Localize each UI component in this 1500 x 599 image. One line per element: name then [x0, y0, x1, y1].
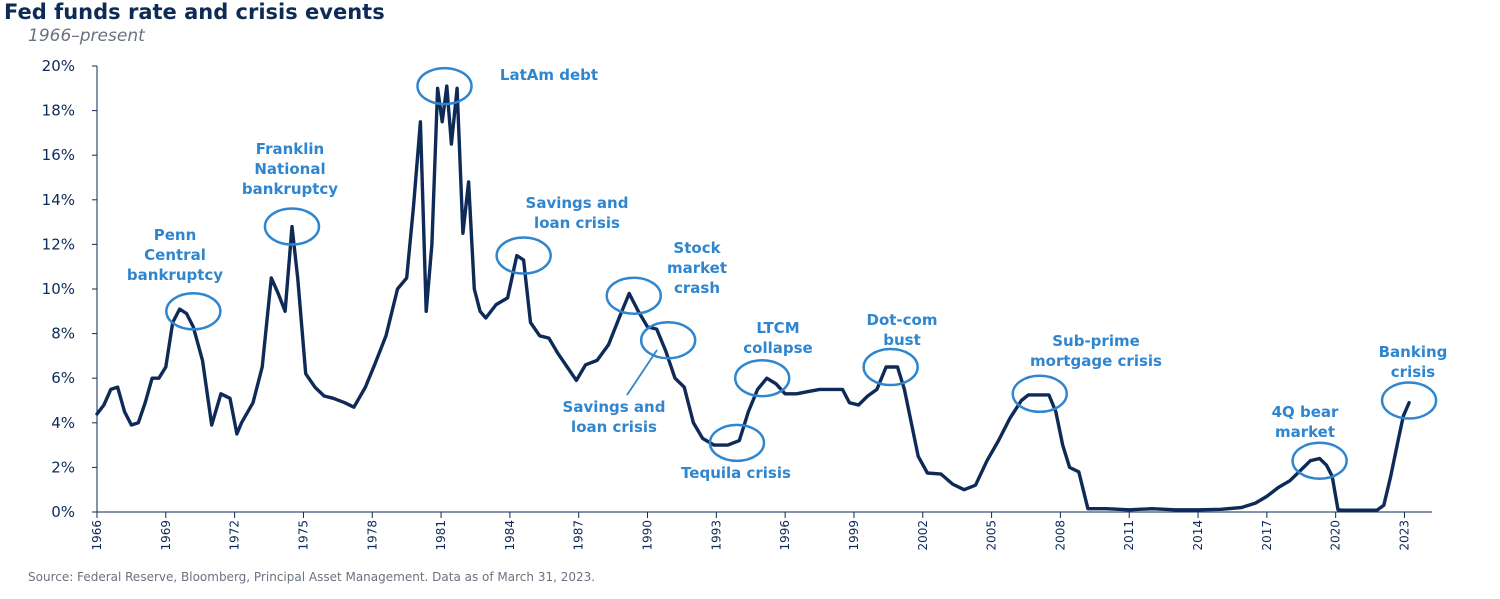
- x-tick-label: 1969: [159, 520, 173, 551]
- annotation-label: Franklin: [256, 140, 324, 158]
- annotation-circle: [263, 207, 321, 246]
- annotation-circle: [639, 321, 697, 360]
- annotation-circle: [1291, 441, 1348, 480]
- x-tick-label: 2017: [1260, 520, 1274, 551]
- annotation-label: Sub-prime: [1052, 332, 1140, 350]
- y-tick-label: 8%: [51, 325, 75, 343]
- annotation-label: market: [1275, 423, 1335, 441]
- y-tick-label: 20%: [42, 57, 75, 75]
- annotation-circle: [605, 276, 663, 315]
- x-tick-label: 1996: [778, 520, 792, 551]
- annotation-label: Savings and: [526, 194, 629, 212]
- annotation-label: bankruptcy: [242, 180, 338, 198]
- annotation-circle: [733, 358, 791, 398]
- y-tick-label: 18%: [42, 102, 75, 120]
- annotation-label: Central: [144, 246, 206, 264]
- annotation-label: Savings and: [563, 398, 666, 416]
- annotation-circle: [1380, 381, 1438, 420]
- annotation-label: loan crisis: [534, 214, 620, 232]
- annotation-label: Stock: [673, 239, 721, 257]
- annotation-circle: [708, 423, 766, 463]
- annotation-circle: [495, 236, 552, 275]
- annotation-label: bankruptcy: [127, 266, 223, 284]
- annotation-label: market: [667, 259, 727, 277]
- y-tick-label: 6%: [51, 369, 75, 387]
- chart-subtitle: 1966–present: [28, 26, 145, 46]
- y-tick-label: 0%: [51, 503, 75, 521]
- x-tick-label: 1984: [503, 520, 517, 551]
- x-tick-label: 2014: [1191, 520, 1205, 551]
- annotation-label: mortgage crisis: [1030, 352, 1162, 370]
- annotation-label: crash: [674, 279, 720, 297]
- y-tick-label: 2%: [51, 458, 75, 476]
- annotation-label: Tequila crisis: [681, 464, 791, 482]
- x-tick-label: 1966: [90, 520, 104, 551]
- x-tick-label: 1978: [365, 520, 379, 551]
- annotation-label: crisis: [1391, 363, 1436, 381]
- annotation-label: Penn: [154, 226, 197, 244]
- annotation-circle: [1011, 374, 1069, 414]
- annotation-circle: [862, 347, 919, 387]
- axes: 0% 2% 4% 6% 8% 10% 12% 14% 16% 18% 20% 1966 1969 1972…: [42, 57, 1432, 551]
- annotation-circle: [416, 66, 473, 106]
- annotation-label: National: [254, 160, 325, 178]
- annotation-label: Dot-com: [867, 311, 938, 329]
- y-tick-label: 16%: [42, 146, 75, 164]
- annotation-label: 4Q bear: [1272, 403, 1339, 421]
- x-tick-label: 1975: [296, 520, 310, 551]
- x-tick-label: 2023: [1397, 520, 1411, 551]
- x-tick-label: 1987: [572, 520, 586, 551]
- x-tick-label: 1990: [641, 520, 655, 551]
- x-tick-label: 1993: [709, 520, 723, 551]
- y-tick-label: 4%: [51, 414, 75, 432]
- x-tick-label: 2002: [916, 520, 930, 551]
- y-tick-label: 12%: [42, 235, 75, 253]
- x-tick-label: 1972: [228, 520, 242, 551]
- annotation-circle: [165, 292, 222, 331]
- y-tick-label: 14%: [42, 191, 75, 209]
- annotation-label: bust: [883, 331, 921, 349]
- x-tick-label: 1981: [434, 520, 448, 551]
- series-layer: [95, 84, 1411, 512]
- annotation-label: LTCM: [756, 319, 799, 337]
- x-tick-label: 2008: [1053, 520, 1067, 551]
- fed-funds-series-line: [95, 84, 1411, 512]
- annotation-leader-line: [626, 349, 658, 396]
- chart-title: Fed funds rate and crisis events: [4, 0, 385, 24]
- y-tick-label: 10%: [42, 280, 75, 298]
- annotation-label: Banking: [1379, 343, 1448, 361]
- source-note: Source: Federal Reserve, Bloomberg, Prin…: [28, 570, 596, 584]
- annotation-layer: Penn Central bankruptcy Franklin National ban…: [127, 66, 1447, 482]
- annotation-label: collapse: [743, 339, 812, 357]
- annotation-label: loan crisis: [571, 418, 657, 436]
- x-tick-label: 2020: [1329, 520, 1343, 551]
- annotation-label: LatAm debt: [500, 66, 598, 84]
- x-tick-label: 2011: [1122, 520, 1136, 551]
- x-tick-label: 2005: [985, 520, 999, 551]
- x-tick-label: 1999: [847, 520, 861, 551]
